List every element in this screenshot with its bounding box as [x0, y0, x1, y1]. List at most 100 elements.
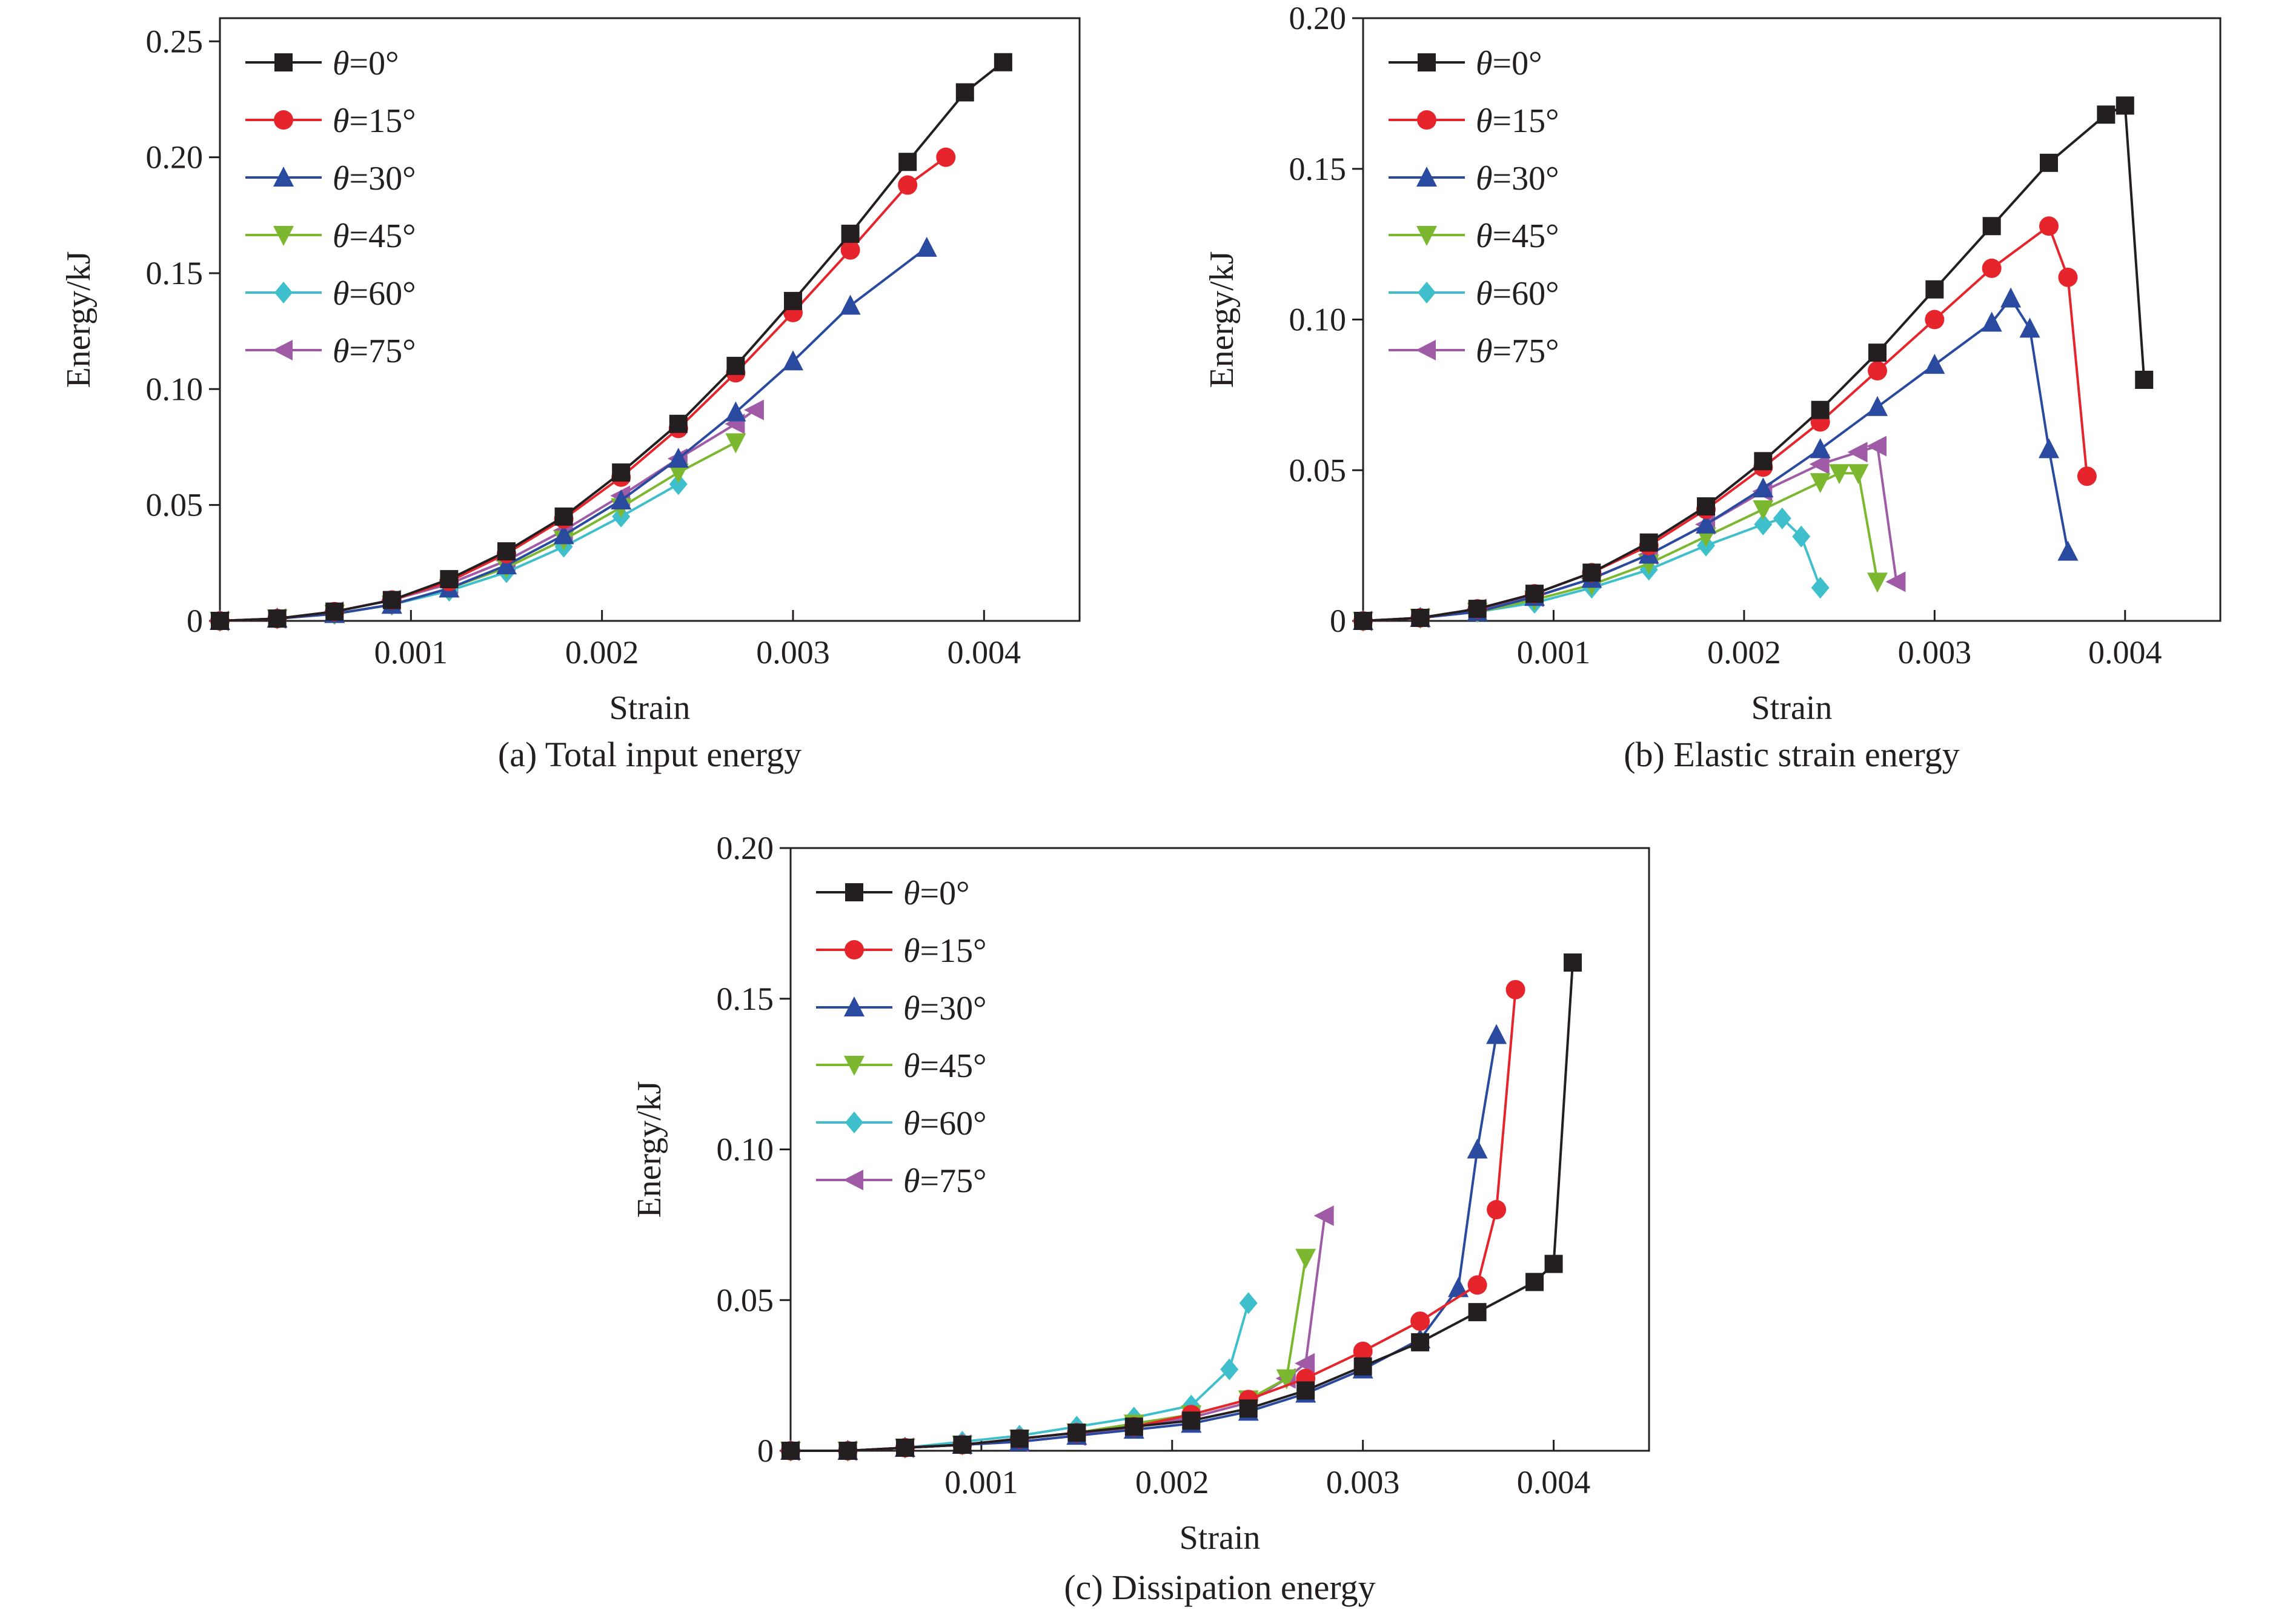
- data-point: [1867, 396, 1888, 416]
- data-point: [1868, 343, 1887, 362]
- chart-caption: (c) Dissipation energy: [1064, 1568, 1375, 1607]
- data-point: [1295, 1353, 1315, 1374]
- series-0-deg: [211, 53, 1012, 630]
- data-point: [1925, 310, 1945, 330]
- data-point: [2116, 96, 2134, 115]
- y-axis-label: Energy/kJ: [60, 251, 98, 388]
- y-axis-label: Energy/kJ: [1203, 251, 1241, 388]
- data-point: [916, 236, 937, 257]
- data-point: [1809, 454, 1830, 475]
- chart-caption: (a) Total input energy: [498, 735, 802, 774]
- data-point: [1295, 1248, 1316, 1269]
- legend-marker: [844, 996, 865, 1016]
- data-point: [1848, 464, 1869, 485]
- data-point: [1753, 477, 1774, 498]
- legend-marker: [845, 883, 863, 901]
- legend-label: θ=60°: [903, 1105, 987, 1142]
- data-point: [1982, 258, 2002, 278]
- data-point: [1411, 609, 1430, 628]
- data-point: [782, 1442, 800, 1460]
- data-point: [953, 1436, 972, 1454]
- data-point: [1982, 217, 2001, 236]
- data-point: [1697, 497, 1715, 515]
- data-point: [268, 609, 287, 628]
- legend-label: θ=45°: [903, 1047, 987, 1085]
- x-tick-label: 0.004: [2088, 634, 2162, 671]
- data-point: [1353, 1341, 1373, 1361]
- data-point: [2019, 317, 2040, 338]
- legend-marker: [1416, 167, 1437, 187]
- data-point: [994, 53, 1012, 71]
- data-point: [669, 414, 688, 433]
- legend-marker: [845, 940, 864, 959]
- data-point: [1239, 1399, 1258, 1418]
- data-point: [1467, 1275, 1487, 1295]
- data-point: [1544, 1254, 1563, 1273]
- legend-item: θ=30°: [816, 990, 987, 1027]
- data-point: [1753, 500, 1774, 520]
- data-point: [1582, 563, 1601, 582]
- chart-caption: (b) Elastic strain energy: [1624, 735, 1960, 774]
- y-tick-label: 0.15: [1289, 151, 1347, 187]
- data-point: [1867, 436, 1887, 457]
- legend-label: θ=15°: [1476, 102, 1559, 140]
- data-point: [1829, 464, 1850, 485]
- legend-label: θ=45°: [1476, 217, 1559, 255]
- y-tick-label: 0: [757, 1433, 774, 1469]
- data-point: [1124, 1417, 1143, 1436]
- y-tick-label: 0.10: [717, 1132, 774, 1168]
- data-point: [1811, 400, 1830, 419]
- legend: θ=0° θ=15° θ=30° θ=45° θ=60° θ=75°: [816, 875, 987, 1200]
- legend-marker: [1417, 110, 1436, 130]
- data-point: [1067, 1423, 1086, 1442]
- legend-item: θ=45°: [245, 217, 416, 255]
- y-axis-label: Energy/kJ: [631, 1081, 668, 1218]
- legend-marker: [1416, 226, 1437, 246]
- x-axis-label: Strain: [1180, 1519, 1261, 1557]
- data-point: [1486, 1024, 1507, 1044]
- y-tick-label: 0: [187, 603, 203, 639]
- legend-item: θ=15°: [245, 102, 416, 140]
- x-tick-label: 0.003: [756, 634, 830, 671]
- legend-label: θ=75°: [1476, 333, 1559, 370]
- legend-item: θ=30°: [245, 160, 416, 197]
- data-point: [2135, 371, 2154, 389]
- x-tick-label: 0.002: [1707, 634, 1781, 671]
- x-tick-label: 0.003: [1326, 1464, 1400, 1500]
- legend-label: θ=30°: [1476, 160, 1559, 197]
- legend: θ=0° θ=15° θ=30° θ=45° θ=60° θ=75°: [245, 45, 416, 370]
- legend-item: θ=60°: [816, 1105, 987, 1142]
- data-point: [1276, 1369, 1297, 1390]
- data-point: [1468, 1303, 1487, 1322]
- data-point: [725, 401, 746, 422]
- y-tick-label: 0.05: [146, 487, 204, 523]
- legend: θ=0° θ=15° θ=30° θ=45° θ=60° θ=75°: [1389, 45, 1559, 370]
- data-point: [936, 147, 956, 167]
- data-point: [1354, 612, 1372, 630]
- legend-label: θ=0°: [333, 45, 399, 82]
- data-point: [1773, 507, 1791, 529]
- legend-item: θ=60°: [1389, 275, 1559, 313]
- x-tick-label: 0.002: [565, 634, 639, 671]
- data-point: [2057, 540, 2079, 561]
- data-point: [1867, 572, 1888, 593]
- series-0-deg: [782, 953, 1582, 1460]
- data-point: [2039, 438, 2059, 459]
- legend-label: θ=0°: [1476, 45, 1542, 82]
- data-point: [840, 240, 860, 260]
- x-tick-label: 0.004: [1517, 1464, 1591, 1500]
- data-point: [1564, 953, 1582, 972]
- legend-label: θ=60°: [1476, 275, 1559, 313]
- x-axis-label: Strain: [609, 689, 691, 727]
- chart-total-input-energy: 0.001 0.002 0.003 0.004 0 0.05 0.10 0.15 0.20 0.2…: [60, 17, 1081, 774]
- data-point: [2000, 287, 2022, 308]
- x-tick-label: 0.002: [1135, 1464, 1209, 1500]
- data-point: [838, 1442, 857, 1460]
- chart-elastic-strain-energy: 0.001 0.002 0.003 0.004 0 0.05 0.10 0.15 0.20 Str…: [1203, 0, 2222, 774]
- legend-marker: [274, 110, 293, 130]
- data-point: [1810, 438, 1831, 459]
- legend-item: θ=0°: [816, 875, 970, 912]
- data-point: [1448, 1277, 1469, 1298]
- data-point: [554, 507, 573, 526]
